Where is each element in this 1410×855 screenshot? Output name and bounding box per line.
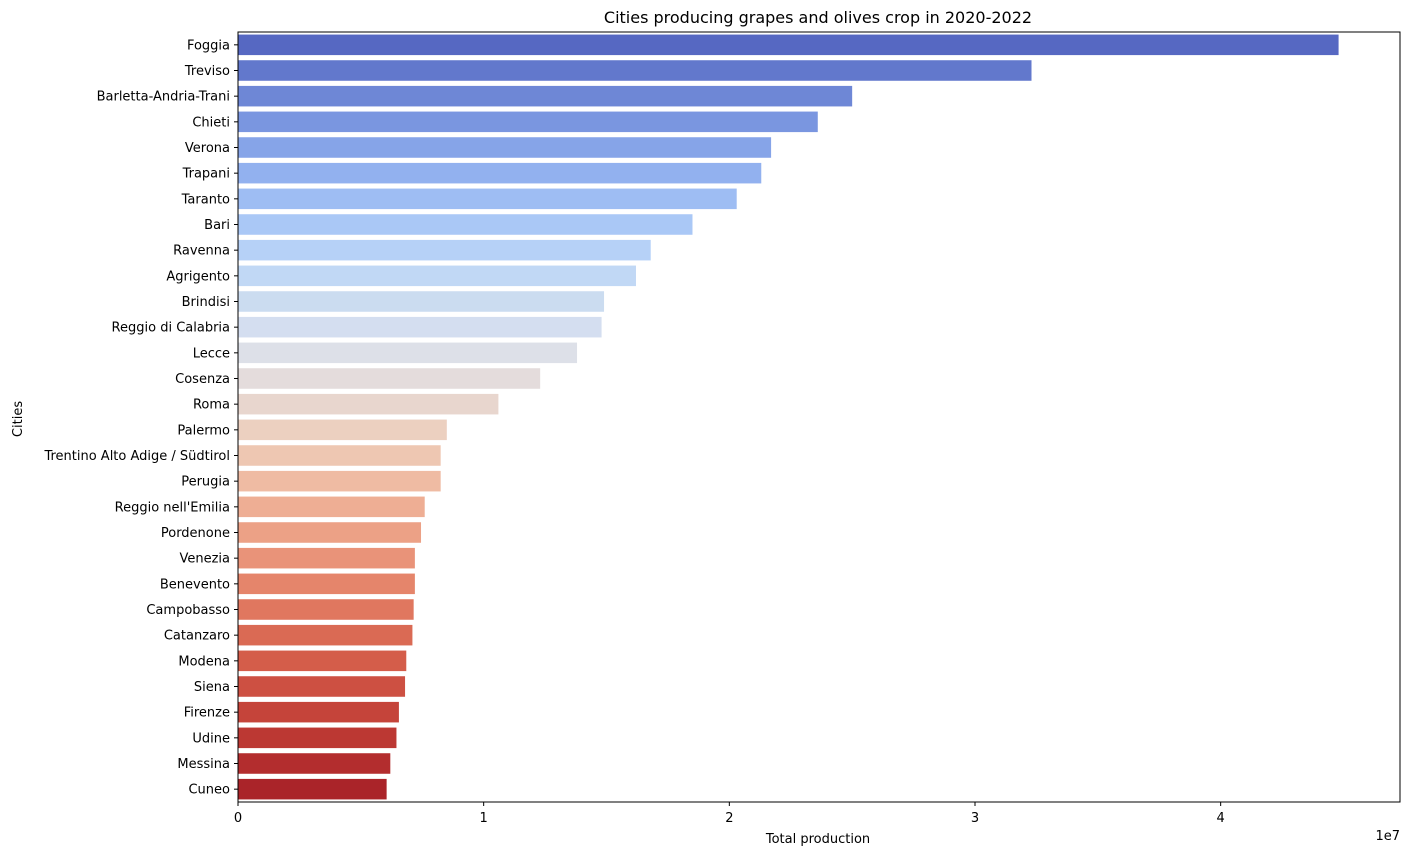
y-tick-label: Modena bbox=[178, 654, 230, 669]
y-tick-label: Perugia bbox=[181, 475, 230, 490]
plot-frame bbox=[237, 31, 1401, 803]
bars-group bbox=[238, 34, 1339, 800]
bar-13 bbox=[238, 368, 541, 389]
y-tick-label: Brindisi bbox=[182, 295, 230, 310]
bar-1 bbox=[238, 60, 1032, 81]
bar-4 bbox=[238, 137, 772, 158]
x-tick-labels: 0 1 2 3 4 bbox=[234, 802, 1225, 826]
bar-14 bbox=[238, 393, 499, 415]
y-tick-label: Siena bbox=[194, 680, 230, 695]
y-tick-label: Udine bbox=[192, 731, 230, 746]
y-tick-label: Bari bbox=[204, 218, 230, 233]
bar-23 bbox=[238, 624, 413, 646]
bar-20 bbox=[238, 547, 415, 569]
y-tick-label: Taranto bbox=[181, 192, 230, 207]
y-tick-label: Cuneo bbox=[188, 783, 230, 798]
bar-27 bbox=[238, 727, 397, 749]
y-tick-label: Benevento bbox=[160, 577, 230, 592]
y-tick-label: Roma bbox=[193, 398, 230, 413]
y-tick-label: Barletta-Andria-Trani bbox=[97, 90, 230, 105]
y-tick-label: Campobasso bbox=[146, 603, 230, 618]
bar-22 bbox=[238, 599, 414, 620]
y-axis-title: Cities bbox=[11, 401, 26, 437]
x-tick-label: 4 bbox=[1217, 811, 1225, 826]
y-tick-label: Reggio di Calabria bbox=[112, 321, 230, 336]
bar-5 bbox=[238, 162, 762, 184]
x-tick-label: 2 bbox=[725, 811, 733, 826]
y-tick-label: Messina bbox=[177, 757, 230, 772]
x-tick-label: 1 bbox=[480, 811, 488, 826]
bar-7 bbox=[238, 214, 693, 235]
bar-17 bbox=[238, 470, 441, 492]
y-tick-label: Verona bbox=[185, 141, 230, 156]
x-tick-label: 0 bbox=[234, 811, 242, 826]
x-axis-scale-label: 1e7 bbox=[1375, 829, 1400, 844]
y-tick-label: Cosenza bbox=[175, 372, 230, 387]
bar-9 bbox=[238, 265, 636, 287]
chart-title: Cities producing grapes and olives crop … bbox=[604, 8, 1032, 27]
bar-2 bbox=[238, 85, 853, 107]
y-tick-label: Firenze bbox=[184, 706, 230, 721]
bar-18 bbox=[238, 496, 425, 518]
x-tick-label: 3 bbox=[971, 811, 979, 826]
bar-6 bbox=[238, 188, 737, 210]
bar-16 bbox=[238, 445, 441, 466]
bar-15 bbox=[238, 419, 447, 441]
bar-29 bbox=[238, 778, 387, 800]
y-tick-label: Reggio nell'Emilia bbox=[115, 500, 230, 515]
y-tick-label: Chieti bbox=[192, 115, 230, 130]
y-tick-label: Ravenna bbox=[173, 244, 230, 259]
bar-25 bbox=[238, 676, 406, 697]
y-tick-label: Treviso bbox=[184, 64, 230, 79]
y-tick-label: Trentino Alto Adige / Südtirol bbox=[43, 449, 230, 464]
bar-26 bbox=[238, 701, 399, 723]
bar-8 bbox=[238, 239, 651, 261]
bar-11 bbox=[238, 316, 602, 338]
y-tick-label: Venezia bbox=[179, 552, 230, 567]
bar-12 bbox=[238, 342, 578, 364]
y-tick-label: Catanzaro bbox=[164, 629, 230, 644]
x-axis-title: Total production bbox=[765, 832, 870, 847]
y-tick-label: Trapani bbox=[182, 167, 230, 182]
y-tick-labels: Foggia Treviso Barletta-Andria-Trani Chieti… bbox=[43, 38, 238, 798]
bar-10 bbox=[238, 291, 605, 312]
bar-21 bbox=[238, 573, 415, 595]
y-tick-label: Lecce bbox=[193, 346, 230, 361]
bar-24 bbox=[238, 650, 407, 672]
y-tick-label: Foggia bbox=[187, 38, 230, 53]
bar-3 bbox=[238, 111, 818, 133]
bar-0 bbox=[238, 34, 1339, 56]
bar-28 bbox=[238, 753, 391, 774]
y-tick-label: Palermo bbox=[177, 423, 230, 438]
bar-19 bbox=[238, 522, 422, 543]
y-tick-label: Agrigento bbox=[166, 269, 230, 284]
y-tick-label: Pordenone bbox=[161, 526, 230, 541]
